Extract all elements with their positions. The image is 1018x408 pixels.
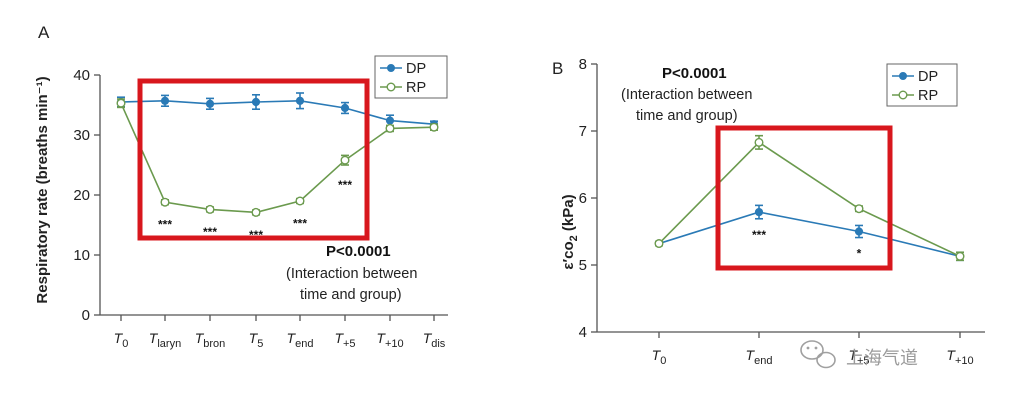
panel-a-legend-rp-label: RP — [406, 80, 426, 96]
panel-b-series-rp-point — [654, 239, 664, 249]
panel-a-series-rp-line — [120, 102, 435, 214]
panel-b-y-tick-label: 4 — [579, 324, 587, 341]
panel-b-series-rp-point — [854, 204, 864, 214]
panel-a-series-dp-point — [340, 103, 350, 113]
panel-b-significance-marker: *** — [752, 228, 766, 242]
panel-b-y-ticks: 4 5 6 7 8 — [579, 56, 597, 341]
panel-a-legend-dp-label: DP — [406, 61, 426, 77]
panel-a-letter: A — [38, 23, 50, 42]
panel-a-legend-box — [374, 55, 448, 99]
panel-b-y-tick-label: 8 — [579, 56, 587, 73]
panel-a-y-tick-label: 40 — [73, 67, 90, 84]
panel-a-y-tick-label: 0 — [82, 307, 90, 324]
panel-a-series-rp-point — [160, 197, 170, 207]
panel-a-y-tick-label: 30 — [73, 127, 90, 144]
panel-a-significance: ****** ********* — [158, 178, 352, 242]
panel-a-significance-marker: *** — [338, 178, 352, 192]
panel-b-y-tick-label: 7 — [579, 123, 587, 140]
panel-b-legend-rp-label: RP — [918, 88, 938, 104]
panel-a-stat-note-line1: (Interaction between — [286, 266, 417, 282]
panel-a-stat-note-line2: time and group) — [300, 287, 402, 303]
panel-b-y-tick-label: 5 — [579, 257, 587, 274]
panel-a-x-tick-label: T+10 — [376, 330, 403, 350]
panel-b-series-dp-point — [754, 207, 764, 217]
panel-a-series-dp-point — [251, 97, 261, 107]
panel-b-legend: DP RP — [886, 63, 958, 107]
panel-b-legend-dp-label: DP — [918, 69, 938, 85]
panel-a-x-tick-label: Tbron — [195, 330, 226, 350]
wechat-icon — [800, 340, 836, 369]
panel-a-x-tick-label: Tdis — [423, 330, 446, 350]
panel-a-series-rp-point — [340, 155, 350, 165]
panel-a-y-axis-label: Respiratory rate (breaths min⁻¹) — [34, 76, 51, 303]
panel-b-y-axis-label: ε′co2 (kPa) — [560, 194, 580, 269]
panel-a-legend-dp-marker — [387, 64, 395, 72]
panel-b-y-tick-label: 6 — [579, 190, 587, 207]
panel-a-x-tick-label: T+5 — [334, 330, 355, 350]
panel-a-series-rp-point — [429, 122, 439, 132]
panel-a-series-rp-point — [116, 98, 126, 108]
panel-a-x-tick-label: Tlaryn — [149, 330, 181, 350]
panel-a-significance-marker: *** — [158, 218, 172, 232]
panel-b-stat-note-line1: (Interaction between — [621, 87, 752, 103]
panel-b-x-tick-label: T+10 — [946, 347, 973, 367]
panel-a-significance-marker: *** — [203, 225, 217, 239]
panel-b-series-rp-line — [658, 141, 961, 258]
panel-a-legend-rp-marker — [386, 82, 396, 92]
panel-a: A Respiratory rate (breaths min⁻¹) 0 10 20… — [34, 23, 448, 350]
panel-b-y-label-main: ε′co — [560, 241, 577, 269]
panel-b-stat-p: P<0.0001 — [662, 65, 727, 82]
panel-a-x-tick-label: Tend — [287, 330, 314, 350]
panel-b-legend-dp-marker — [899, 72, 907, 80]
panel-a-series-dp-point — [385, 116, 395, 125]
panel-a-series-dp-point — [160, 96, 170, 105]
watermark-text: 上海气道 — [846, 348, 918, 368]
panel-a-series-rp-point — [205, 204, 215, 214]
panel-a-series-dp-line — [120, 99, 435, 125]
watermark: 上海气道 — [800, 340, 918, 369]
panel-a-x-tick-label: T0 — [114, 330, 129, 350]
panel-a-series — [116, 92, 439, 217]
panel-b-x-tick-label: T0 — [652, 347, 667, 367]
panel-b-highlight-box — [715, 125, 893, 271]
panel-b-y-label-sub: 2 — [568, 235, 580, 241]
panel-a-series-dp-point — [295, 96, 305, 105]
panel-b-legend-rp-marker — [898, 90, 908, 100]
panel-a-x-tick-label: T5 — [249, 330, 264, 350]
panel-a-y-tick-label: 20 — [73, 187, 90, 204]
panel-b-series-dp-line — [658, 211, 961, 258]
panel-a-significance-marker: *** — [293, 216, 307, 230]
panel-b-legend-box — [886, 63, 958, 107]
panel-a-series-rp-point — [385, 123, 395, 133]
panel-b-series-rp-point — [754, 137, 764, 147]
panel-b-significance: **** — [752, 228, 862, 261]
panel-a-series-rp-point — [295, 196, 305, 206]
panel-a-highlight-box — [137, 78, 370, 241]
panel-a-legend: DP RP — [374, 55, 448, 99]
panel-b-stat-note-line2: time and group) — [636, 108, 738, 124]
panel-a-y-ticks: 0 10 20 30 40 — [73, 67, 100, 324]
panel-b-letter: B — [552, 59, 563, 78]
panel-a-series-dp-point — [205, 99, 215, 108]
panel-b-x-tick-label: T+5 — [848, 347, 869, 367]
panel-b-x-tick-label: Tend — [746, 347, 773, 367]
panel-b-series — [654, 134, 965, 262]
panel-b-significance-marker: * — [857, 247, 862, 261]
panel-b-series-rp-point — [955, 251, 965, 261]
panel-b-x-ticks: T0 Tend T+5 T+10 — [652, 332, 974, 367]
panel-a-y-tick-label: 10 — [73, 247, 90, 264]
panel-b-series-dp-point — [854, 227, 864, 236]
panel-a-stat-p: P<0.0001 — [326, 243, 391, 260]
panel-a-x-ticks: T0 Tlaryn Tbron T5 Tend T+5 T+10 Tdis — [114, 315, 446, 350]
panel-a-series-rp-point — [251, 207, 261, 217]
panel-b-y-label-unit: (kPa) — [560, 194, 577, 235]
